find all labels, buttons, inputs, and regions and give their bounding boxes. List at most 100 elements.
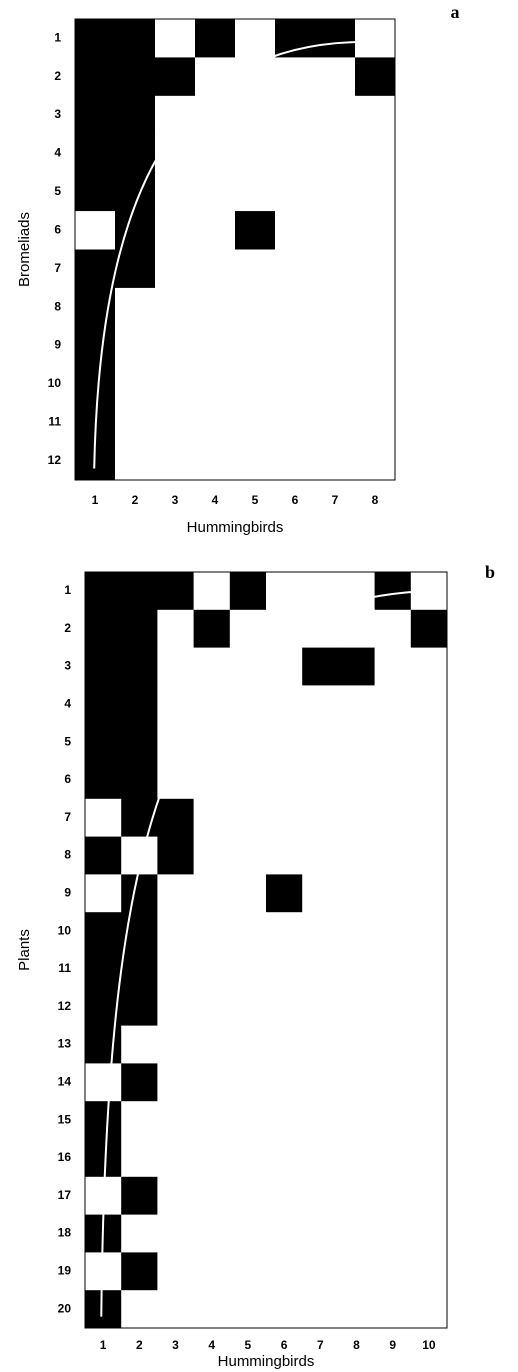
y-tick-label: 13 [58,1037,72,1051]
matrix-cell [157,1139,195,1178]
matrix-cell [374,950,412,989]
matrix-cell [155,57,196,97]
matrix-cell [235,326,276,366]
matrix-cell [229,1025,267,1064]
matrix-cell [338,912,376,951]
y-tick-label: 3 [54,107,61,121]
matrix-cell [410,761,448,800]
matrix-cell [374,572,412,611]
y-tick-label: 12 [48,453,62,467]
matrix-cell [75,172,116,212]
matrix-cell [229,572,267,611]
matrix-cell [338,723,376,762]
matrix-cell [157,874,195,913]
matrix-cell [229,912,267,951]
matrix-cell [85,798,122,838]
x-axis-title: Hummingbirds [218,1353,315,1370]
matrix-cell [374,836,412,875]
matrix-cell [193,761,231,800]
matrix-cell [235,172,276,212]
matrix-cell [155,249,196,289]
matrix-cell [157,836,195,875]
matrix-cell [275,95,316,135]
matrix-cell [121,761,158,800]
y-tick-label: 4 [54,146,61,160]
matrix-cell [157,1214,195,1253]
matrix-cell [355,326,396,366]
matrix-cell [275,441,316,481]
matrix-cell [355,287,396,327]
matrix-cell [338,609,376,649]
matrix-cell [195,57,236,97]
matrix-cell [355,19,396,58]
matrix-cell [266,1252,303,1291]
matrix-cell [115,134,156,174]
matrix-cell [229,1290,267,1329]
matrix-cell [275,326,316,366]
x-tick-label: 2 [136,1338,143,1352]
matrix-cell [338,761,376,800]
matrix-cell [155,287,196,327]
matrix-cell [157,912,195,951]
matrix-cell [338,1101,376,1140]
matrix-cell [229,1101,267,1140]
matrix-cell [275,134,316,174]
matrix-cell [155,19,196,58]
y-tick-label: 2 [64,621,71,635]
matrix-cell [157,1025,195,1064]
y-tick-label: 5 [54,184,61,198]
matrix-cell [229,1176,267,1216]
matrix-cell [195,249,236,289]
matrix-cell [338,1214,376,1253]
matrix-cell [85,1025,122,1064]
matrix-cell [157,1063,195,1102]
matrix-cell [229,950,267,989]
matrix-cell [275,287,316,327]
y-tick-label: 14 [58,1074,72,1088]
matrix-cell [75,249,116,289]
matrix-cell [115,211,156,250]
matrix-cell [193,572,231,611]
matrix-cell [355,172,396,212]
matrix-cell [229,723,267,762]
matrix-cell [315,211,356,250]
y-tick-label: 2 [54,69,61,83]
matrix-cell [410,912,448,951]
matrix-cell [302,798,339,838]
matrix-cell [374,798,412,838]
panel-label: b [485,562,495,582]
matrix-cell [338,1290,376,1329]
matrix-cell [157,1290,195,1329]
matrix-cell [75,134,116,174]
matrix-cell [229,609,267,649]
matrix-cell [115,287,156,327]
matrix-cell [229,1139,267,1178]
x-tick-label: 4 [208,1338,215,1352]
matrix-cell [195,403,236,443]
matrix-cell [374,723,412,762]
y-tick-label: 9 [54,338,61,352]
y-tick-label: 1 [54,30,61,44]
matrix-cell [121,1290,158,1329]
matrix-cell [195,211,236,250]
matrix-cell [75,326,116,366]
matrix-cell [193,798,231,838]
matrix-cell [85,609,122,649]
y-tick-label: 8 [64,848,71,862]
matrix-cell [85,761,122,800]
matrix-cell [410,798,448,838]
y-tick-label: 8 [54,299,61,313]
matrix-cell [193,1139,231,1178]
matrix-cell [121,950,158,989]
matrix-cell [157,987,195,1027]
matrix-cell [315,57,356,97]
matrix-cell [235,95,276,135]
y-tick-label: 9 [64,885,71,899]
matrix-cell [338,836,376,875]
matrix-cell [338,1025,376,1064]
matrix-cell [121,609,158,649]
matrix-cell [75,19,116,58]
matrix-cell [195,287,236,327]
x-tick-label: 4 [212,493,219,507]
